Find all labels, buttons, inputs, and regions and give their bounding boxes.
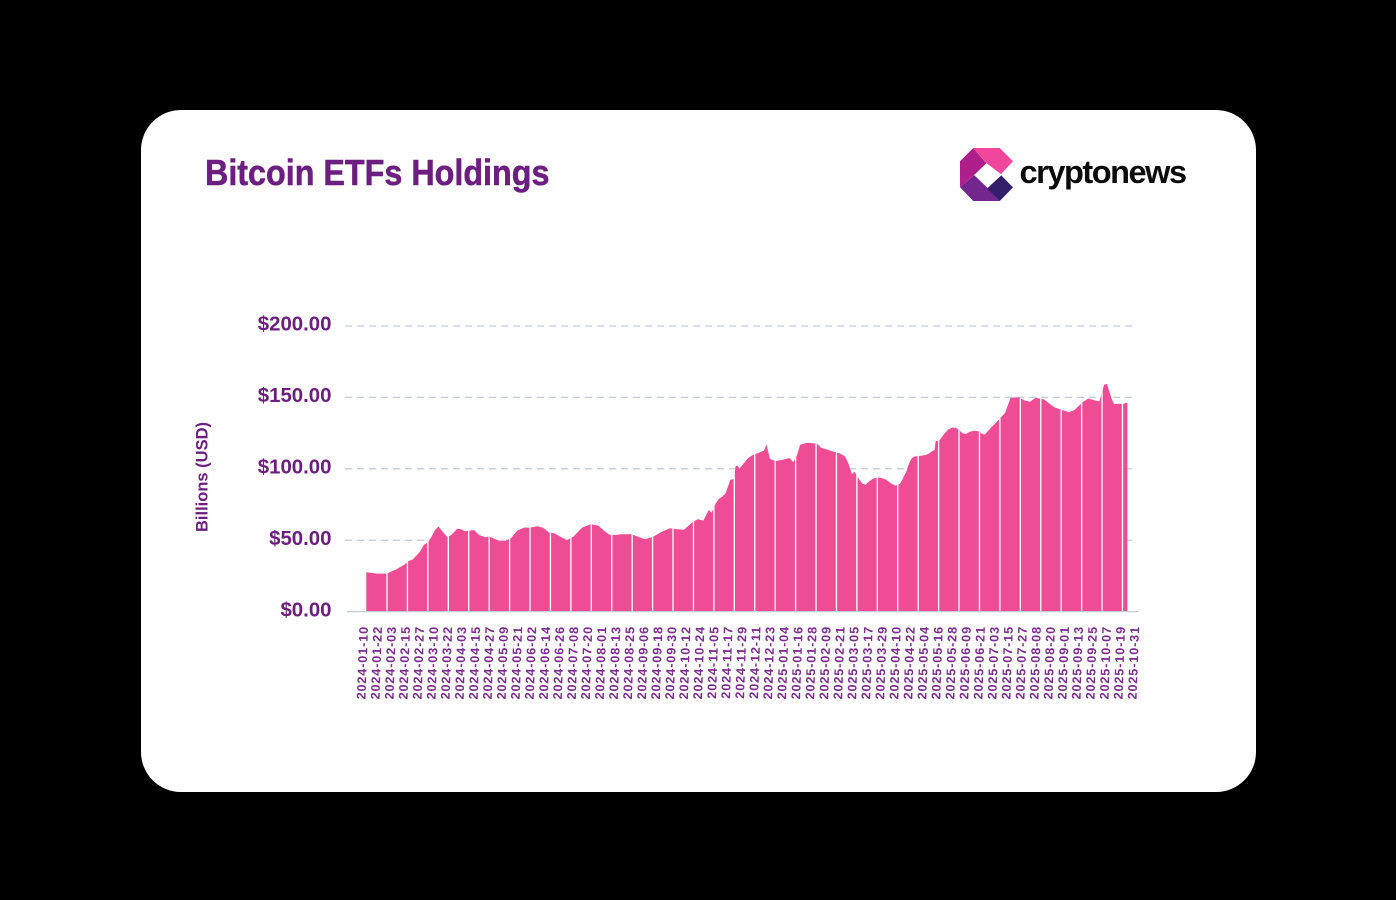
- svg-text:2024-11-05: 2024-11-05: [705, 626, 722, 699]
- svg-text:2024-05-09: 2024-05-09: [495, 626, 512, 700]
- svg-text:2025-03-29: 2025-03-29: [873, 626, 890, 700]
- svg-text:2025-03-05: 2025-03-05: [845, 626, 862, 700]
- svg-text:2024-06-02: 2024-06-02: [523, 626, 540, 700]
- svg-text:2024-08-13: 2024-08-13: [607, 626, 624, 700]
- svg-text:2025-05-04: 2025-05-04: [915, 626, 932, 700]
- svg-text:2024-12-23: 2024-12-23: [761, 626, 778, 700]
- svg-text:2025-09-13: 2025-09-13: [1069, 626, 1086, 700]
- svg-text:2024-09-06: 2024-09-06: [635, 626, 652, 700]
- svg-text:2024-09-30: 2024-09-30: [663, 626, 680, 700]
- svg-text:2024-01-10: 2024-01-10: [354, 626, 371, 700]
- svg-text:2025-04-22: 2025-04-22: [901, 626, 918, 700]
- svg-text:2024-02-27: 2024-02-27: [411, 626, 428, 700]
- svg-text:$100.00: $100.00: [258, 457, 332, 479]
- svg-text:Bitcoin ETFs Holdings: Bitcoin ETFs Holdings: [205, 153, 549, 193]
- svg-text:2025-02-21: 2025-02-21: [831, 626, 848, 700]
- svg-text:2024-11-17: 2024-11-17: [719, 626, 736, 699]
- svg-text:2024-02-15: 2024-02-15: [397, 626, 414, 700]
- svg-text:2024-09-18: 2024-09-18: [649, 626, 666, 700]
- svg-text:2025-05-28: 2025-05-28: [943, 626, 960, 700]
- svg-text:2025-08-20: 2025-08-20: [1041, 626, 1058, 700]
- svg-text:2024-06-26: 2024-06-26: [551, 626, 568, 700]
- svg-text:2024-07-20: 2024-07-20: [579, 626, 596, 700]
- svg-text:2024-10-12: 2024-10-12: [677, 626, 694, 700]
- svg-text:2024-03-22: 2024-03-22: [439, 626, 456, 700]
- svg-text:2024-01-22: 2024-01-22: [368, 626, 385, 700]
- svg-text:2025-07-15: 2025-07-15: [999, 626, 1016, 700]
- svg-text:2024-07-08: 2024-07-08: [565, 626, 582, 700]
- svg-text:$0.00: $0.00: [280, 599, 331, 621]
- svg-text:2024-03-10: 2024-03-10: [425, 626, 442, 700]
- svg-text:2024-04-27: 2024-04-27: [481, 626, 498, 700]
- svg-text:2024-02-03: 2024-02-03: [382, 626, 399, 700]
- svg-text:2024-08-25: 2024-08-25: [621, 626, 638, 700]
- svg-text:2024-04-15: 2024-04-15: [467, 626, 484, 700]
- svg-text:2024-10-24: 2024-10-24: [691, 626, 708, 700]
- svg-text:2025-01-04: 2025-01-04: [775, 626, 792, 700]
- svg-text:2025-10-31: 2025-10-31: [1126, 626, 1143, 700]
- svg-text:2025-09-25: 2025-09-25: [1083, 626, 1100, 700]
- svg-text:2024-08-01: 2024-08-01: [593, 626, 610, 700]
- svg-text:2025-02-09: 2025-02-09: [817, 626, 834, 700]
- svg-text:2024-05-21: 2024-05-21: [509, 626, 526, 700]
- svg-text:$200.00: $200.00: [258, 314, 332, 336]
- svg-text:2025-04-10: 2025-04-10: [887, 626, 904, 700]
- svg-text:2025-10-07: 2025-10-07: [1098, 626, 1115, 700]
- svg-text:$150.00: $150.00: [258, 385, 332, 407]
- svg-text:2024-12-11: 2024-12-11: [747, 626, 764, 699]
- svg-text:Billions (USD): Billions (USD): [194, 422, 212, 532]
- svg-text:2025-01-16: 2025-01-16: [789, 626, 806, 700]
- svg-text:cryptonews: cryptonews: [1020, 154, 1186, 190]
- svg-text:2025-06-09: 2025-06-09: [957, 626, 974, 700]
- svg-text:2025-10-19: 2025-10-19: [1112, 626, 1129, 700]
- svg-text:2024-11-29: 2024-11-29: [733, 626, 750, 699]
- svg-text:2024-04-03: 2024-04-03: [453, 626, 470, 700]
- svg-text:2025-03-17: 2025-03-17: [859, 626, 876, 700]
- svg-text:2025-06-21: 2025-06-21: [971, 626, 988, 700]
- svg-text:2025-07-27: 2025-07-27: [1013, 626, 1030, 700]
- svg-text:2024-06-14: 2024-06-14: [537, 626, 554, 700]
- svg-text:$50.00: $50.00: [269, 528, 331, 550]
- svg-text:2025-07-03: 2025-07-03: [985, 626, 1002, 700]
- svg-text:2025-05-16: 2025-05-16: [929, 626, 946, 700]
- svg-text:2025-09-01: 2025-09-01: [1055, 626, 1072, 700]
- svg-text:2025-08-08: 2025-08-08: [1027, 626, 1044, 700]
- svg-text:2025-01-28: 2025-01-28: [803, 626, 820, 700]
